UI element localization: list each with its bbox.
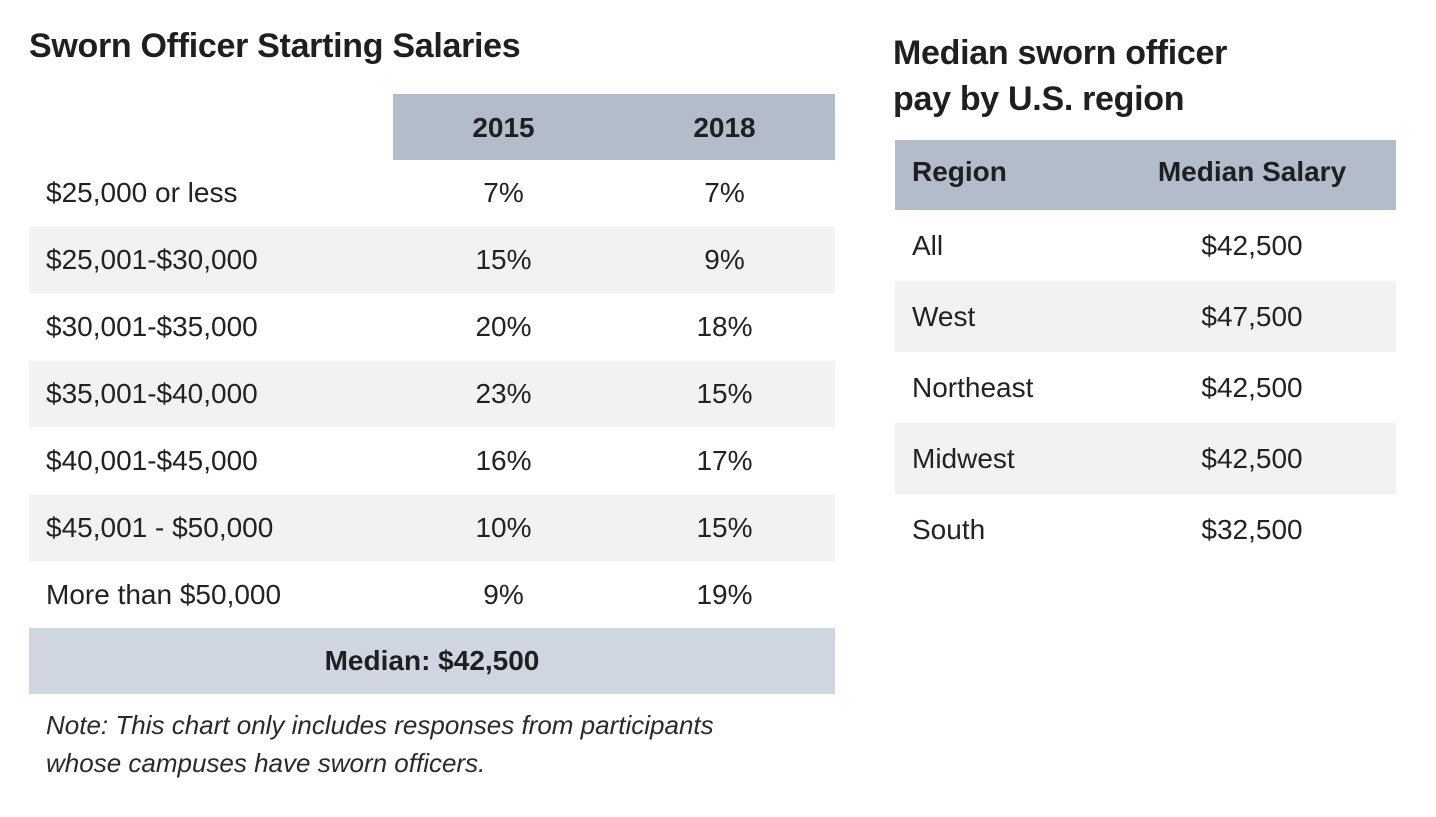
- value-2018: 17%: [696, 445, 753, 476]
- table-note: Note: This chart only includes responses…: [46, 706, 806, 782]
- table-row: $30,001-$35,000 20% 18%: [29, 294, 835, 360]
- region-label: All: [912, 229, 944, 261]
- salary-range-label: $30,001-$35,000: [46, 311, 258, 342]
- column-header-2015: 2015: [472, 112, 535, 143]
- value-2018: 9%: [704, 244, 745, 275]
- table-row: Northeast $42,500: [895, 352, 1396, 423]
- salary-range-label: $25,000 or less: [46, 177, 238, 208]
- salary-range-label: $45,001 - $50,000: [46, 512, 274, 543]
- value-2015: 23%: [475, 378, 532, 409]
- median-salary-value: $47,500: [1201, 300, 1303, 332]
- table-row: Midwest $42,500: [895, 423, 1396, 494]
- value-2018: 19%: [696, 579, 753, 610]
- value-2018: 15%: [696, 378, 753, 409]
- value-2015: 9%: [483, 579, 524, 610]
- table-row: More than $50,000 9% 19%: [29, 562, 835, 628]
- right-title-line2: pay by U.S. region: [893, 80, 1185, 118]
- table-row: West $47,500: [895, 281, 1396, 352]
- value-2015: 10%: [475, 512, 532, 543]
- regional-pay-table: Region Median Salary All $42,500 West $4…: [895, 140, 1396, 560]
- salary-range-label: $25,001-$30,000: [46, 244, 258, 275]
- table-row: South $32,500: [895, 494, 1396, 565]
- median-label: Median: $42,500: [324, 645, 540, 676]
- median-salary-value: $42,500: [1201, 229, 1303, 261]
- note-line1: Note: This chart only includes responses…: [46, 710, 714, 740]
- value-2015: 7%: [483, 177, 524, 208]
- value-2018: 18%: [696, 311, 753, 342]
- median-salary-value: $32,500: [1201, 513, 1303, 545]
- median-salary-value: $42,500: [1201, 371, 1303, 403]
- median-footer-row: Median: $42,500: [29, 628, 835, 694]
- value-2015: 15%: [475, 244, 532, 275]
- left-table-title: Sworn Officer Starting Salaries: [29, 27, 521, 65]
- starting-salaries-table: 2015 2018 $25,000 or less 7% 7% $25,001-…: [29, 94, 835, 694]
- table-header: 2015 2018: [393, 94, 835, 160]
- salary-range-label: $40,001-$45,000: [46, 445, 258, 476]
- salary-range-label: More than $50,000: [46, 579, 282, 610]
- table-row: $45,001 - $50,000 10% 15%: [29, 495, 835, 561]
- region-label: West: [912, 300, 976, 332]
- table-row: All $42,500: [895, 210, 1396, 281]
- region-label: Midwest: [912, 442, 1015, 474]
- table-header: Region Median Salary: [895, 140, 1396, 210]
- right-table-title: Median sworn officer pay by U.S. region: [893, 30, 1313, 122]
- value-2018: 15%: [696, 512, 753, 543]
- region-label: Northeast: [912, 371, 1034, 403]
- table-row: $25,001-$30,000 15% 9%: [29, 227, 835, 293]
- table-row: $35,001-$40,000 23% 15%: [29, 361, 835, 427]
- right-title-line1: Median sworn officer: [893, 34, 1228, 72]
- table-row: $25,000 or less 7% 7%: [29, 160, 835, 226]
- column-header-median-salary: Median Salary: [1157, 156, 1347, 187]
- table-row: $40,001-$45,000 16% 17%: [29, 428, 835, 494]
- column-header-region: Region: [912, 156, 1007, 187]
- note-line2: whose campuses have sworn officers.: [46, 748, 486, 778]
- value-2015: 16%: [475, 445, 532, 476]
- value-2015: 20%: [475, 311, 532, 342]
- value-2018: 7%: [704, 177, 745, 208]
- salary-range-label: $35,001-$40,000: [46, 378, 258, 409]
- column-header-2018: 2018: [693, 112, 756, 143]
- median-salary-value: $42,500: [1201, 442, 1303, 474]
- region-label: South: [912, 513, 986, 545]
